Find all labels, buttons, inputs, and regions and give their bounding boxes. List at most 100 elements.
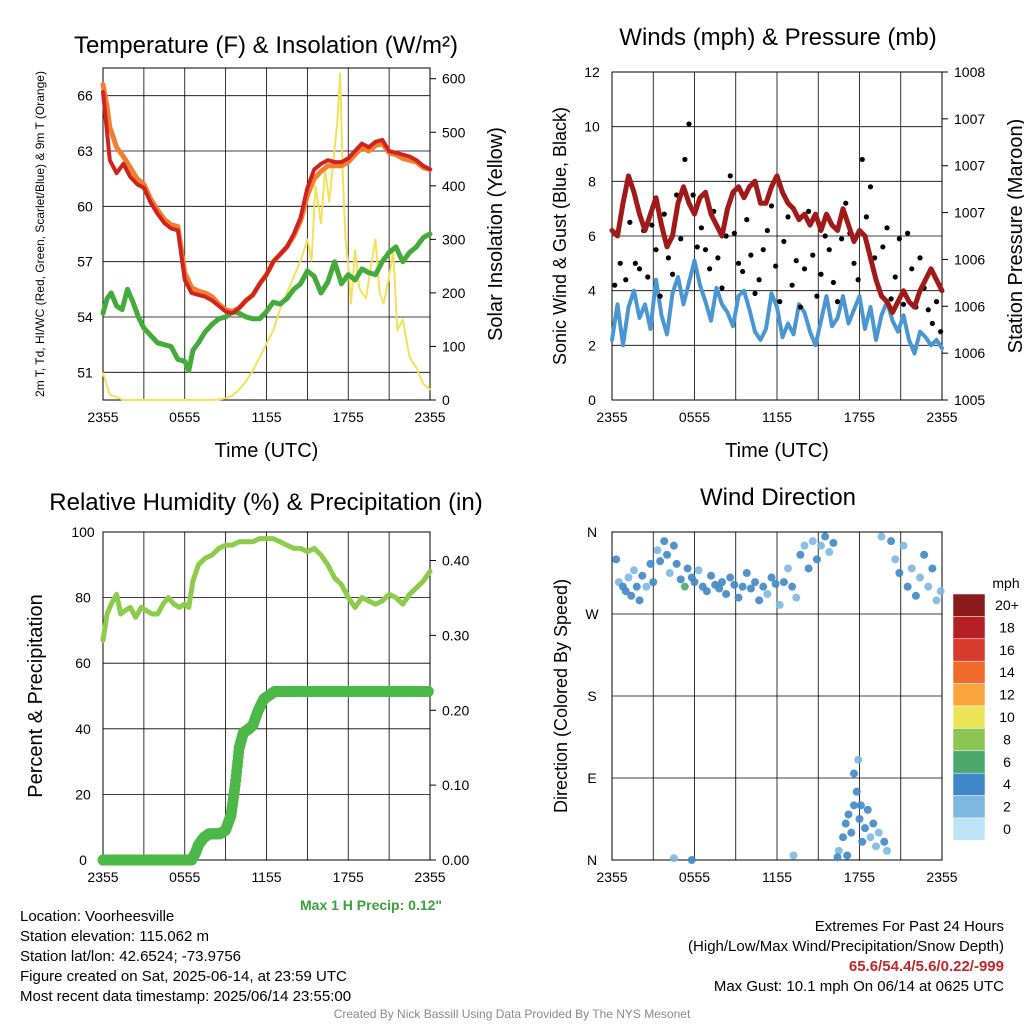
gust-point [781, 238, 787, 245]
colorbar-swatch [952, 705, 986, 729]
direction-point [683, 564, 692, 573]
y-tick-label-right: 500 [442, 124, 466, 140]
series-solar [102, 72, 431, 401]
direction-point [817, 541, 825, 550]
gust-point [818, 271, 824, 277]
direction-point [642, 582, 651, 591]
gust-point [814, 293, 820, 299]
direction-point [763, 589, 772, 598]
panel-temperature: Temperature (F) & Insolation (W/m²)2355 0… [33, 32, 507, 462]
gust-point [909, 266, 915, 272]
direction-point [850, 801, 858, 810]
gust-point [880, 244, 886, 250]
y-tick-label-left: 60 [75, 655, 91, 671]
y-tick-label-left: 51 [77, 364, 93, 380]
gust-point [623, 277, 629, 283]
y-axis-label-left: Direction (Colored By Speed) [551, 579, 571, 813]
precip-point [422, 686, 434, 698]
y-axis-label-left: 2m T, Td, HI/WC (Red, Green, Scarlet/Blu… [33, 71, 47, 397]
direction-point [852, 787, 861, 796]
gust-point [834, 299, 841, 305]
direction-point [635, 596, 644, 605]
gust-point [636, 266, 643, 272]
y-tick-label-right: 300 [442, 231, 466, 247]
gust-point [777, 299, 783, 305]
y-tick-label-left: S [587, 688, 596, 704]
gust-point [917, 255, 923, 261]
direction-point [676, 575, 685, 584]
direction-point [734, 593, 743, 602]
direction-point [624, 573, 633, 582]
direction-point [621, 587, 630, 596]
direction-point [669, 541, 678, 550]
direction-point [924, 582, 933, 591]
max-precip-label: Max 1 H Precip: 0.12" [300, 897, 443, 913]
x-tick-label: 0555 [169, 869, 200, 885]
y-tick-label-right: 600 [442, 71, 466, 87]
direction-point [680, 582, 689, 591]
gust-point [702, 247, 709, 253]
gust-point [657, 293, 663, 299]
gust-point [665, 255, 671, 261]
series-temp-2m [101, 90, 432, 316]
gust-point [723, 233, 729, 239]
gust-point [839, 236, 845, 242]
series-rh [100, 536, 433, 643]
y-tick-label-right: 1006 [954, 298, 985, 314]
direction-point [796, 550, 805, 559]
gust-point [855, 277, 861, 283]
gust-point [773, 263, 779, 269]
y-axis-label-right: Station Pressure (Maroon) [1005, 119, 1024, 354]
colorbar-swatch [952, 638, 986, 662]
x-tick-label: 1155 [762, 869, 792, 885]
direction-point [784, 564, 792, 573]
direction-point [738, 582, 747, 591]
y-tick-label-right: 1006 [954, 251, 985, 267]
colorbar-label: 12 [999, 687, 1015, 703]
colorbar-label: 14 [999, 664, 1015, 680]
y-tick-label-right: 1008 [954, 64, 985, 80]
direction-point [812, 555, 821, 564]
colorbar-label: 0 [1003, 821, 1011, 837]
colorbar-label: 4 [1003, 776, 1011, 792]
direction-point [694, 566, 703, 575]
direction-point [715, 584, 724, 593]
series-dewpoint [100, 231, 433, 373]
direction-point [690, 578, 699, 587]
y-tick-label-left: 0 [588, 392, 596, 408]
direction-point [632, 582, 641, 591]
x-tick-label: 2355 [596, 869, 627, 885]
direction-point [825, 548, 834, 557]
colorbar-swatch [952, 616, 986, 640]
y-tick-label-left: 100 [71, 524, 95, 540]
colorbar-swatch [952, 593, 986, 617]
y-tick-label-left: 10 [584, 119, 600, 135]
direction-point [792, 593, 801, 602]
gust-point [867, 184, 874, 190]
colorbar: mph 20+ 18 16 14 12 10 8 6 4 2 0 [952, 575, 1020, 841]
direction-point [861, 824, 869, 833]
gust-point [653, 247, 659, 253]
gust-point [727, 173, 733, 179]
gust-point [806, 208, 812, 214]
direction-point [833, 853, 842, 862]
direction-point [612, 555, 621, 564]
direction-point [775, 600, 784, 609]
direction-point [899, 541, 908, 550]
y-axis-label-left: Sonic Wind & Gust (Blue, Black) [550, 107, 570, 365]
gust-point [748, 252, 754, 258]
direction-point [863, 805, 872, 814]
direction-point [646, 559, 655, 568]
colorbar-swatch [952, 817, 986, 841]
gust-point [661, 211, 667, 217]
y-tick-label-right: 1007 [954, 205, 985, 221]
chart-title: Winds (mph) & Pressure (mb) [619, 24, 936, 51]
y-tick-label-left: 8 [588, 173, 596, 189]
direction-point [920, 550, 929, 559]
gust-point [698, 225, 704, 231]
panel-humidity: Relative Humidity (%) & Precipitation (i… [25, 489, 483, 885]
x-tick-label: 2355 [926, 869, 957, 885]
colorbar-swatch [952, 750, 986, 774]
x-axis-label: Time (UTC) [215, 440, 319, 462]
y-tick-label-left: 4 [588, 283, 596, 299]
